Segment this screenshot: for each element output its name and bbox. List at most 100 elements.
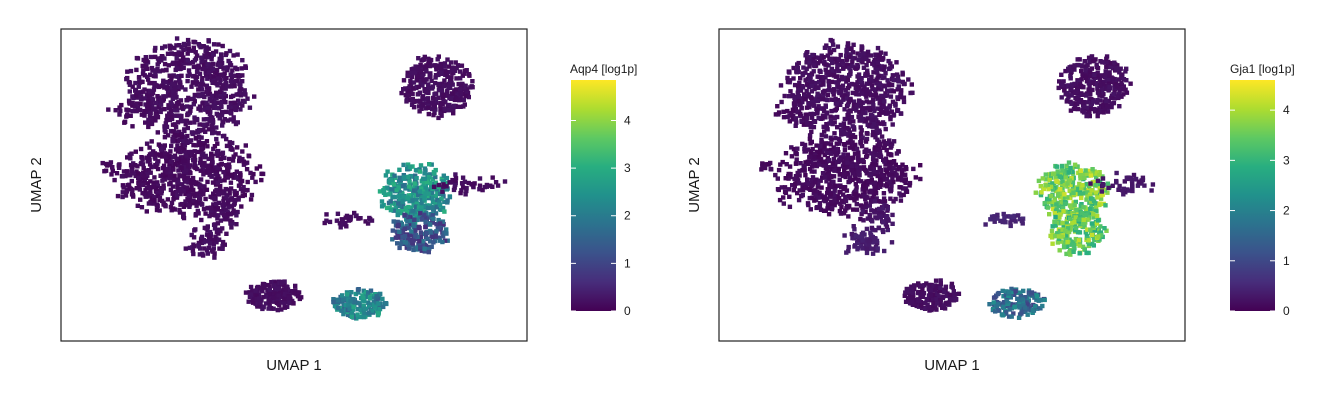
cell-point: [782, 93, 787, 99]
cell-point: [889, 141, 895, 146]
cell-point: [198, 188, 203, 194]
cell-point: [211, 195, 216, 201]
cell-point: [429, 188, 435, 193]
cell-point: [1064, 163, 1069, 169]
cell-point: [877, 150, 883, 155]
cell-point: [1092, 169, 1097, 174]
cell-point: [110, 165, 115, 170]
cell-point: [854, 185, 859, 190]
cell-point: [863, 167, 868, 173]
cell-point: [874, 158, 879, 163]
cell-point: [1098, 98, 1103, 103]
cell-point: [420, 243, 425, 248]
cell-point: [1047, 177, 1052, 183]
cell-point: [217, 246, 222, 251]
cell-point: [167, 164, 172, 169]
cell-point: [213, 79, 218, 85]
cell-point: [192, 228, 197, 233]
cell-point: [842, 147, 848, 153]
cell-point: [152, 48, 158, 53]
cell-point: [795, 110, 800, 115]
cell-point: [800, 182, 806, 187]
cell-point: [241, 185, 246, 190]
cell-point: [863, 139, 869, 144]
cell-point: [852, 166, 857, 171]
cell-point: [207, 91, 213, 96]
cell-point: [391, 182, 397, 187]
cell-point: [397, 190, 402, 195]
cell-point: [831, 47, 837, 53]
cell-point: [857, 172, 862, 178]
cell-point: [426, 205, 431, 211]
cell-point: [412, 188, 417, 193]
cell-point: [396, 222, 401, 228]
cell-point: [349, 290, 354, 295]
cell-point: [180, 118, 186, 123]
cell-point: [210, 120, 215, 126]
cell-point: [417, 109, 422, 114]
cell-point: [877, 56, 882, 61]
cell-point: [431, 240, 436, 245]
cell-point: [143, 188, 148, 193]
cell-point: [1076, 94, 1081, 99]
cell-point: [1106, 77, 1111, 82]
cell-point: [861, 65, 867, 70]
cell-point: [1094, 170, 1100, 175]
cell-point: [386, 192, 391, 197]
cell-point: [851, 42, 856, 47]
cell-point: [1058, 212, 1063, 217]
cell-point: [828, 199, 833, 204]
cell-point: [433, 63, 438, 68]
cell-point: [179, 134, 185, 139]
cell-point: [415, 92, 421, 97]
cell-point: [422, 249, 427, 254]
cell-point: [183, 87, 188, 92]
cell-point: [865, 68, 870, 73]
cell-point: [407, 184, 412, 189]
cell-point: [136, 184, 142, 189]
cell-point: [198, 168, 203, 173]
cell-point: [158, 99, 164, 104]
cell-point: [202, 59, 208, 64]
cell-point: [891, 199, 896, 204]
cell-point: [887, 187, 893, 192]
cell-point: [138, 146, 144, 152]
cell-point: [227, 140, 232, 145]
cell-point: [406, 237, 411, 242]
cell-point: [151, 87, 157, 92]
cell-point: [904, 166, 909, 172]
cell-point: [906, 296, 911, 301]
cell-point: [832, 188, 837, 193]
cell-point: [133, 149, 138, 154]
cell-point: [418, 244, 423, 250]
cell-point: [842, 233, 847, 238]
cell-point: [361, 303, 366, 308]
cell-point: [222, 85, 227, 91]
cell-point: [934, 297, 939, 302]
cell-point: [140, 63, 145, 69]
cell-point: [890, 99, 896, 104]
cell-point: [213, 49, 219, 54]
cell-point: [162, 143, 167, 148]
cell-point: [206, 86, 212, 92]
cell-point: [434, 222, 439, 227]
cell-point: [859, 235, 864, 240]
cell-point: [156, 59, 161, 65]
cell-point: [411, 86, 416, 91]
cell-point: [791, 65, 796, 71]
cell-point: [195, 208, 200, 214]
cell-point: [228, 110, 233, 115]
cell-point: [192, 64, 198, 69]
cell-point: [861, 218, 866, 223]
cell-point: [895, 108, 901, 113]
cell-point: [187, 120, 193, 125]
cell-point: [831, 179, 836, 185]
cell-point: [844, 188, 850, 193]
cell-point: [1087, 111, 1092, 116]
cell-point: [240, 103, 245, 108]
cell-point: [218, 162, 223, 167]
cell-point: [164, 155, 169, 161]
cell-point: [804, 105, 810, 110]
cell-point: [185, 175, 191, 181]
cell-point: [215, 100, 221, 105]
